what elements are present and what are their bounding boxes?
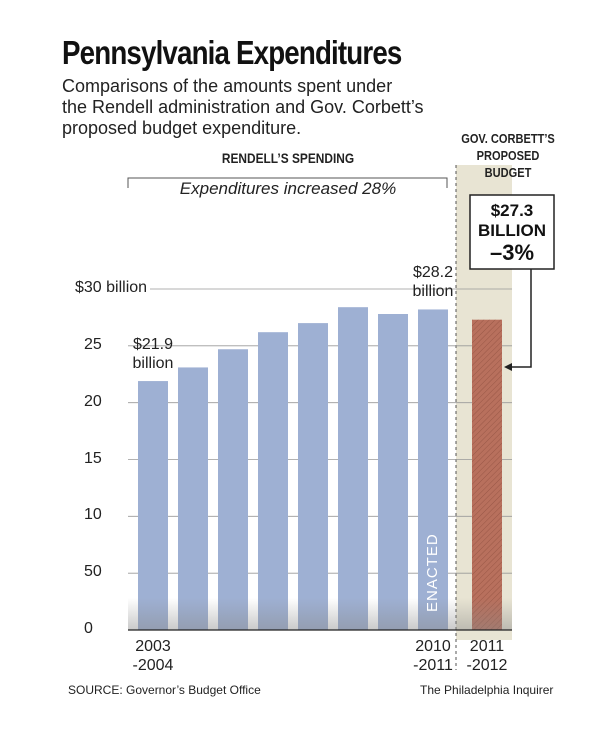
- bar-annotation: ENACTED: [424, 533, 441, 612]
- x-tick-label: 2011 -2012: [466, 638, 508, 674]
- y-tick-label: 50: [84, 563, 105, 582]
- y-tick-label: 15: [84, 449, 105, 468]
- credit: The Philadelphia Inquirer: [420, 683, 554, 697]
- y-tick-label: 20: [84, 392, 105, 411]
- bar: [218, 349, 248, 630]
- x-tick-label: 2010 -2011: [413, 638, 453, 674]
- bar: [138, 381, 168, 630]
- bracket: [127, 177, 448, 188]
- arrow-head: [504, 363, 512, 371]
- bar: [418, 309, 448, 630]
- section-label: GOV. CORBETT’S PROPOSED BUDGET: [461, 131, 555, 180]
- data-label: $28.2 billion: [412, 264, 454, 301]
- x-tick-label: 2003 -2004: [132, 638, 174, 674]
- change-label: –3%: [489, 240, 535, 265]
- annotation: Expenditures increased 28%: [179, 179, 397, 198]
- callout-arrow: [510, 269, 532, 368]
- chart-subtitle: Comparisons of the amounts spent under t…: [62, 76, 424, 138]
- source: SOURCE: Governor’s Budget Office: [68, 683, 261, 697]
- section-label: RENDELL’S SPENDING: [221, 150, 355, 166]
- y-tick-label: 0: [84, 620, 96, 638]
- y-tick-label: 25: [84, 335, 105, 354]
- bar-hatch: [472, 319, 502, 630]
- bar: [338, 307, 368, 630]
- data-label: $27.3 BILLION: [478, 201, 546, 240]
- data-label: $21.9 billion: [132, 336, 174, 373]
- callout-box: [469, 194, 555, 270]
- bar: [258, 332, 288, 630]
- bar: [178, 367, 208, 630]
- chart-title: Pennsylvania Expenditures: [62, 34, 402, 71]
- bar: [298, 323, 328, 630]
- bar: [378, 314, 408, 630]
- bottom-fade: [128, 598, 512, 630]
- y-tick-label: 10: [84, 506, 105, 525]
- y-tick-label: $30 billion: [75, 279, 151, 297]
